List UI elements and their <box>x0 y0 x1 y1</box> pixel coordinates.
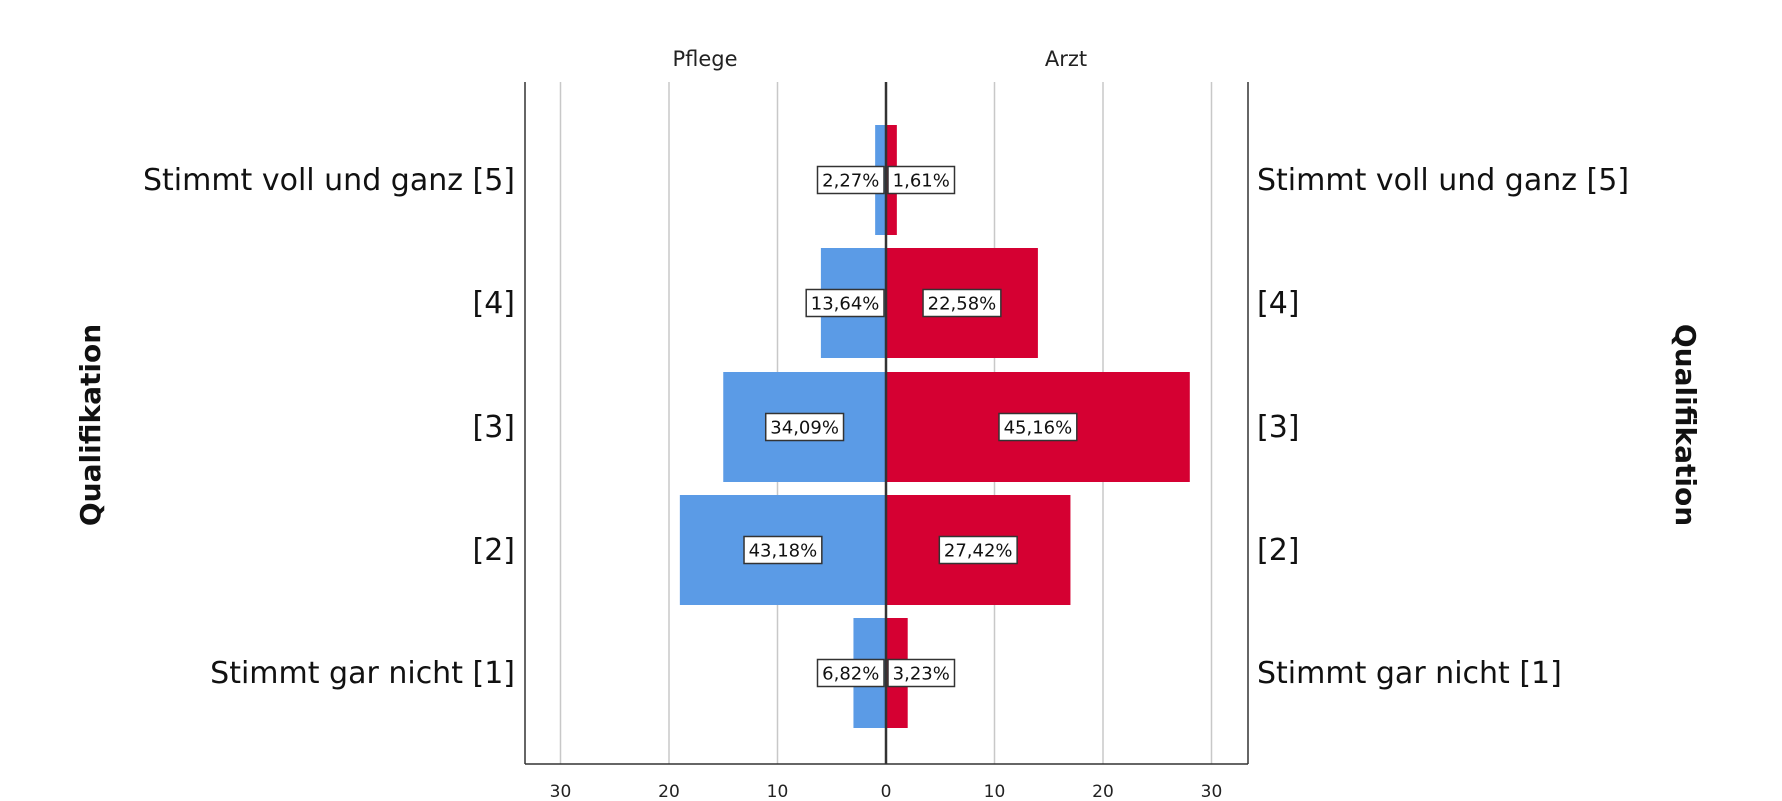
category-label-left-1: Stimmt gar nicht [1] <box>210 656 515 691</box>
data-label-pflege-4: 13,64% <box>805 288 885 318</box>
data-label-arzt-3-text: 45,16% <box>1004 418 1073 439</box>
x-tick-label-4: 10 <box>984 782 1006 801</box>
data-label-pflege-4-text: 13,64% <box>811 294 880 315</box>
frame-layer <box>524 82 1249 765</box>
x-tick-label-0: 30 <box>550 782 572 801</box>
data-label-pflege-1: 6,82% <box>816 658 885 688</box>
data-label-pflege-4-box <box>805 288 885 318</box>
category-label-left-5: Stimmt voll und ganz [5] <box>143 163 515 198</box>
data-label-arzt-5: 1,61% <box>887 165 956 195</box>
category-label-left-3: [3] <box>473 410 516 445</box>
data-label-arzt-3-box <box>998 412 1078 442</box>
y-axis-title-right: Qualifikation <box>1669 324 1702 526</box>
y-axis-title-left: Qualifikation <box>74 324 107 526</box>
data-label-arzt-1-box <box>887 658 956 688</box>
data-label-arzt-2: 27,42% <box>938 535 1018 565</box>
data-label-pflege-3: 34,09% <box>764 412 845 442</box>
data-label-arzt-1: 3,23% <box>887 658 956 688</box>
x-tick-label-1: 20 <box>658 782 680 801</box>
data-label-pflege-2: 43,18% <box>743 535 823 565</box>
data-label-arzt-2-text: 27,42% <box>944 541 1013 562</box>
label-layer: 30 20 10 0 10 20 30 Stimmt voll und ganz [5] Sti… <box>143 163 1629 801</box>
x-tick-label-2: 10 <box>767 782 789 801</box>
x-tick-label-6: 30 <box>1201 782 1223 801</box>
bar-layer <box>679 125 1190 728</box>
category-label-right-5: Stimmt voll und ganz [5] <box>1257 163 1629 198</box>
data-label-arzt-1-text: 3,23% <box>893 664 950 685</box>
category-label-right-4: [4] <box>1257 286 1300 321</box>
category-label-left-4: [4] <box>473 286 516 321</box>
x-tick-label-5: 20 <box>1092 782 1114 801</box>
data-label-pflege-2-text: 43,18% <box>749 541 818 562</box>
data-label-arzt-4-text: 22,58% <box>928 294 997 315</box>
panel-title-pflege: Pflege <box>672 47 737 71</box>
data-label-arzt-4: 22,58% <box>922 288 1002 318</box>
category-label-right-3: [3] <box>1257 410 1300 445</box>
data-label-pflege-1-text: 6,82% <box>822 664 879 685</box>
data-label-pflege-5-box <box>816 165 885 195</box>
panel-title-arzt: Arzt <box>1045 47 1087 71</box>
x-tick-label-3: 0 <box>881 782 892 801</box>
data-label-pflege-3-box <box>764 412 845 442</box>
data-label-arzt-3: 45,16% <box>998 412 1078 442</box>
data-label-arzt-5-text: 1,61% <box>893 171 950 192</box>
grid-layer <box>559 82 1213 764</box>
data-label-pflege-5: 2,27% <box>816 165 885 195</box>
data-label-arzt-5-box <box>887 165 956 195</box>
category-label-right-1: Stimmt gar nicht [1] <box>1257 656 1562 691</box>
data-label-pflege-2-box <box>743 535 823 565</box>
category-label-left-2: [2] <box>473 533 516 568</box>
data-label-pflege-1-box <box>816 658 885 688</box>
data-label-arzt-2-box <box>938 535 1018 565</box>
data-label-arzt-4-box <box>922 288 1002 318</box>
category-label-right-2: [2] <box>1257 533 1300 568</box>
data-label-pflege-5-text: 2,27% <box>822 171 879 192</box>
data-label-pflege-3-text: 34,09% <box>770 418 839 439</box>
